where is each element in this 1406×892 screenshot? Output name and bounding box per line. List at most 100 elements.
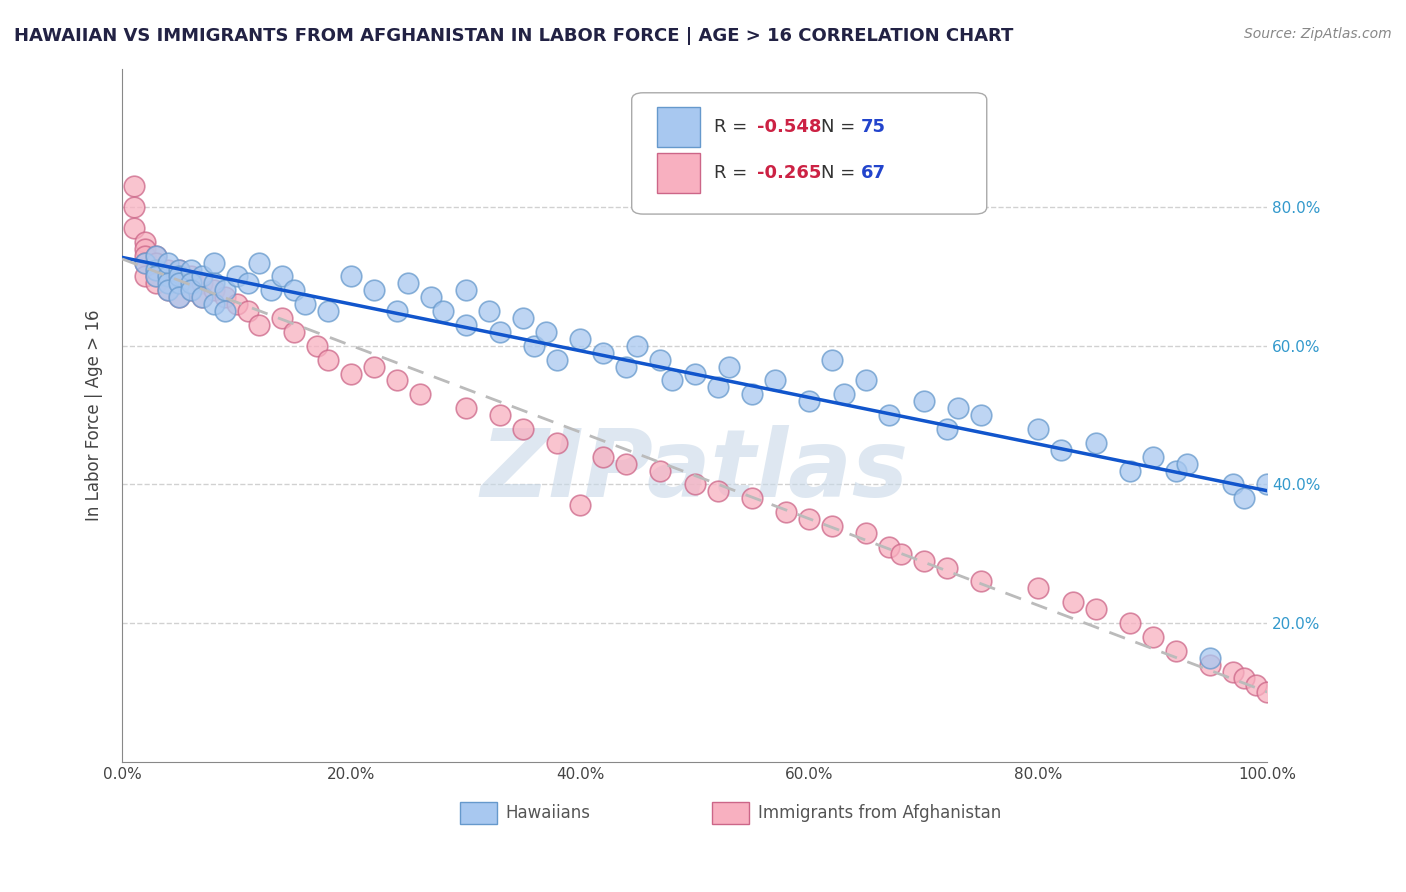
Point — [454, 283, 477, 297]
Point — [294, 297, 316, 311]
Point — [569, 332, 592, 346]
Point — [626, 339, 648, 353]
Point — [718, 359, 741, 374]
Point — [970, 408, 993, 422]
Point — [1142, 450, 1164, 464]
Point — [650, 352, 672, 367]
Point — [512, 311, 534, 326]
Point — [592, 345, 614, 359]
Point — [169, 277, 191, 291]
FancyBboxPatch shape — [460, 802, 496, 824]
Text: Immigrants from Afghanistan: Immigrants from Afghanistan — [758, 804, 1001, 822]
Point — [180, 283, 202, 297]
Point — [191, 290, 214, 304]
Point — [202, 283, 225, 297]
Point — [134, 235, 156, 249]
Point — [385, 304, 408, 318]
Point — [169, 262, 191, 277]
Point — [145, 269, 167, 284]
Point — [523, 339, 546, 353]
Point — [614, 359, 637, 374]
Point — [741, 491, 763, 506]
Point — [1084, 435, 1107, 450]
Point — [592, 450, 614, 464]
Point — [202, 297, 225, 311]
Point — [454, 318, 477, 332]
Point — [396, 277, 419, 291]
Point — [340, 269, 363, 284]
Point — [409, 387, 432, 401]
Point — [1222, 665, 1244, 679]
Point — [420, 290, 443, 304]
Point — [763, 373, 786, 387]
Point — [1164, 464, 1187, 478]
Point — [1199, 657, 1222, 672]
Point — [821, 519, 844, 533]
Point — [202, 255, 225, 269]
Point — [799, 512, 821, 526]
Point — [363, 283, 385, 297]
Point — [225, 269, 247, 284]
Text: Source: ZipAtlas.com: Source: ZipAtlas.com — [1244, 27, 1392, 41]
Point — [156, 277, 179, 291]
Point — [946, 401, 969, 416]
Point — [156, 269, 179, 284]
Point — [316, 304, 339, 318]
Point — [1026, 582, 1049, 596]
Point — [169, 290, 191, 304]
Point — [1222, 477, 1244, 491]
Point — [271, 311, 294, 326]
FancyBboxPatch shape — [631, 93, 987, 214]
FancyBboxPatch shape — [657, 107, 700, 147]
FancyBboxPatch shape — [711, 802, 748, 824]
Point — [489, 325, 512, 339]
Text: N =: N = — [821, 118, 860, 136]
Point — [879, 408, 901, 422]
Point — [569, 498, 592, 512]
Point — [283, 325, 305, 339]
Point — [741, 387, 763, 401]
Point — [1256, 477, 1278, 491]
Point — [214, 283, 236, 297]
Point — [1142, 630, 1164, 644]
Point — [970, 574, 993, 589]
Point — [316, 352, 339, 367]
Point — [156, 262, 179, 277]
Point — [489, 408, 512, 422]
Point — [683, 477, 706, 491]
Point — [145, 277, 167, 291]
Point — [191, 277, 214, 291]
Text: R =: R = — [714, 164, 754, 182]
Point — [145, 249, 167, 263]
Point — [156, 283, 179, 297]
Text: 75: 75 — [860, 118, 886, 136]
Point — [236, 304, 259, 318]
Point — [1233, 672, 1256, 686]
Point — [134, 269, 156, 284]
Text: R =: R = — [714, 118, 754, 136]
Text: Hawaiians: Hawaiians — [506, 804, 591, 822]
Point — [145, 262, 167, 277]
Point — [180, 262, 202, 277]
Point — [169, 262, 191, 277]
Point — [180, 277, 202, 291]
Point — [1199, 650, 1222, 665]
Point — [775, 505, 797, 519]
Point — [1084, 602, 1107, 616]
Point — [912, 394, 935, 409]
Text: HAWAIIAN VS IMMIGRANTS FROM AFGHANISTAN IN LABOR FORCE | AGE > 16 CORRELATION CH: HAWAIIAN VS IMMIGRANTS FROM AFGHANISTAN … — [14, 27, 1014, 45]
Point — [156, 255, 179, 269]
Point — [180, 283, 202, 297]
Point — [145, 249, 167, 263]
Point — [156, 269, 179, 284]
Point — [225, 297, 247, 311]
Point — [363, 359, 385, 374]
Point — [156, 283, 179, 297]
Point — [912, 554, 935, 568]
Point — [145, 255, 167, 269]
Text: N =: N = — [821, 164, 860, 182]
Point — [214, 290, 236, 304]
Point — [134, 255, 156, 269]
Point — [340, 367, 363, 381]
Point — [683, 367, 706, 381]
